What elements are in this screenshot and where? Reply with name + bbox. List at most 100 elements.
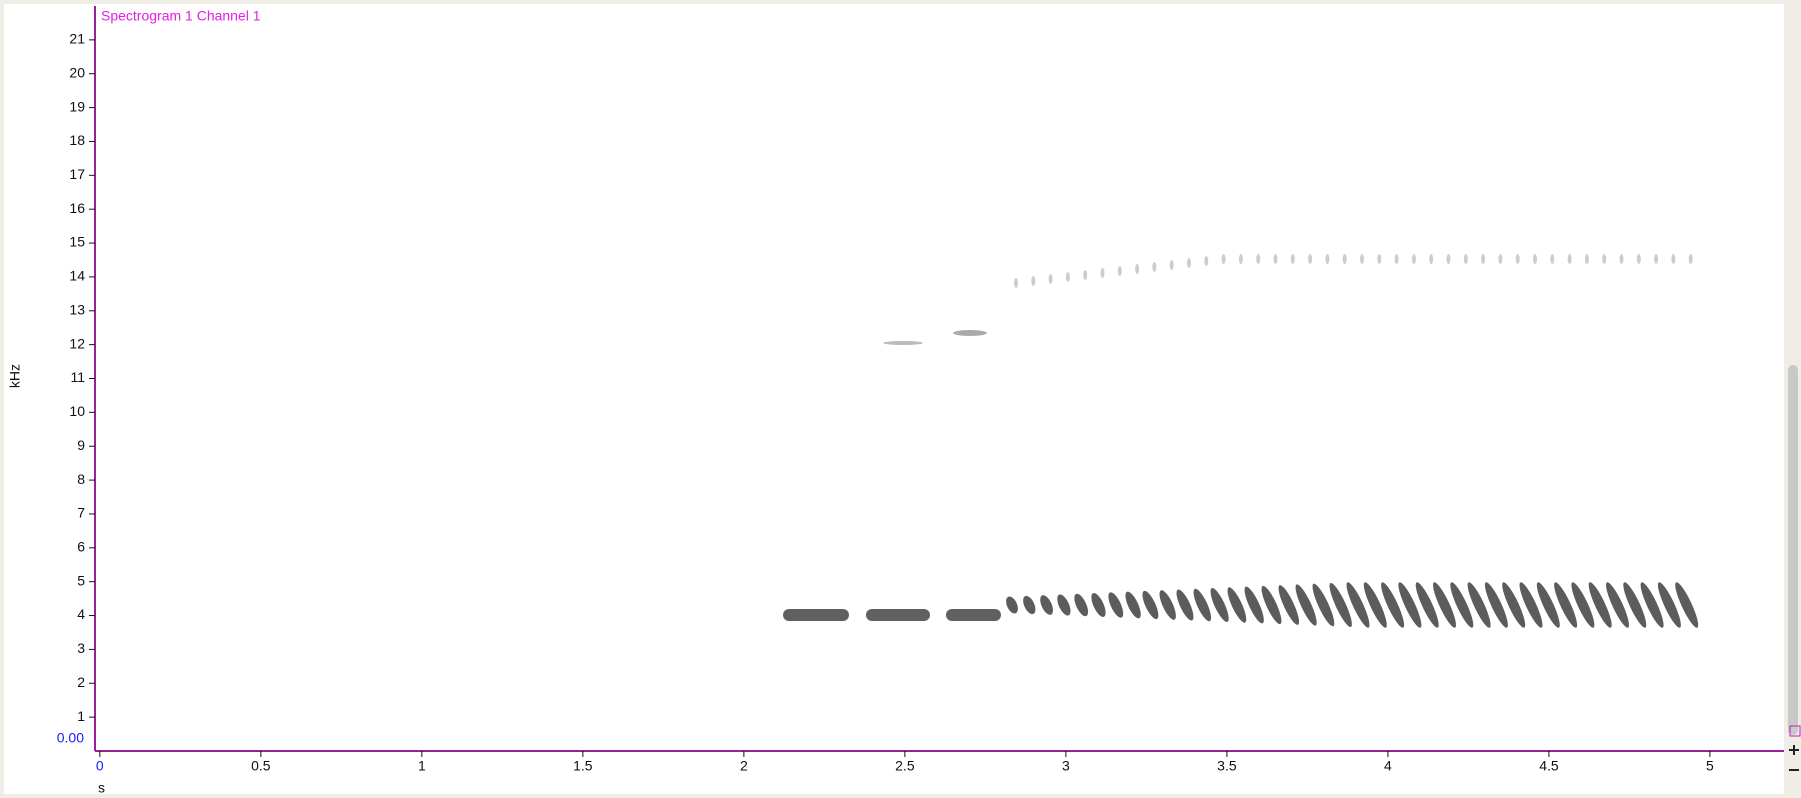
harmonic-blob [1204, 256, 1209, 266]
x-axis-label: s [98, 780, 105, 796]
trill-blob [1023, 595, 1036, 615]
x-tick-label: 3 [1062, 758, 1070, 774]
trill-blob [1363, 582, 1387, 628]
harmonic-blob [1031, 276, 1036, 286]
trill-blob [1091, 593, 1106, 617]
x-tick-label: 2 [740, 758, 748, 774]
harmonic-blob [1273, 254, 1278, 264]
trill-blob [1502, 582, 1526, 628]
harmonic-blob [1602, 254, 1607, 264]
x-tick-label: 5 [1706, 758, 1714, 774]
trill-blob [1657, 582, 1681, 628]
trill-blob [1295, 584, 1317, 626]
harmonic-blob [1325, 254, 1330, 264]
y-tick-label: 1 [77, 708, 85, 724]
harmonic-blob [1463, 254, 1468, 264]
trill-blob [1312, 583, 1335, 627]
harmonic-blob [1135, 264, 1140, 274]
note-blob [946, 609, 1001, 621]
harmonic-blob [1238, 254, 1243, 264]
harmonic-blob [1515, 254, 1520, 264]
trill-blob [1588, 582, 1612, 628]
harmonic-blob [1100, 268, 1105, 278]
y-tick-label: 12 [69, 335, 85, 351]
y-tick-label: 8 [77, 471, 85, 487]
y-tick-label: 20 [69, 64, 85, 80]
faint-blob [883, 341, 923, 345]
trill-blob [1571, 582, 1595, 628]
harmonic-blob [1498, 254, 1503, 264]
y-tick-label: 14 [69, 268, 85, 284]
trill-blob [1159, 590, 1176, 620]
trill-blob [1176, 589, 1194, 621]
trill-blob [1244, 586, 1264, 624]
harmonic-blob [1308, 254, 1313, 264]
x-tick-label: 0 [96, 758, 104, 774]
trill-blob [1381, 582, 1405, 628]
trill-blob [1261, 585, 1282, 625]
trill-blob [1606, 582, 1629, 628]
trill-blob [1623, 582, 1647, 628]
harmonic-blob [1169, 260, 1174, 270]
x-tick-label: 4.5 [1539, 758, 1559, 774]
harmonic-blob [1619, 254, 1624, 264]
y-tick-label: 15 [69, 234, 85, 250]
scroll-controls[interactable] [1788, 365, 1801, 771]
harmonic-blob [1221, 254, 1226, 264]
x-tick-label: 1 [418, 758, 426, 774]
y-tick-label: 9 [77, 437, 85, 453]
y-axis-label: kHz [7, 364, 23, 388]
y-tick-label: 19 [69, 98, 85, 114]
harmonic-blob [1083, 270, 1088, 280]
faint-blob [953, 330, 987, 336]
trill-blob [1210, 588, 1229, 622]
y-tick-label: 11 [70, 369, 85, 385]
note-blob [783, 609, 849, 621]
harmonic-blob [1688, 254, 1693, 264]
trill-blob [1227, 587, 1247, 623]
harmonic-blob [1360, 254, 1364, 264]
y-tick-label: 17 [69, 166, 85, 182]
trill-blob [1433, 582, 1456, 628]
trill-blob [1640, 582, 1664, 628]
trill-blob [1415, 582, 1439, 628]
y-tick-label: 18 [69, 132, 85, 148]
trill-blob [1142, 590, 1159, 620]
y-tick-label: 4 [77, 606, 85, 622]
chart-title: Spectrogram 1 Channel 1 [101, 8, 261, 24]
trill-blob [1675, 582, 1699, 628]
sound-energy [783, 254, 1699, 628]
x-tick-label: 1.5 [573, 758, 593, 774]
harmonic-blob [1342, 254, 1347, 264]
harmonic-blob [1152, 262, 1157, 272]
trill-blob [1536, 582, 1560, 628]
trill-blob [1074, 593, 1089, 617]
harmonic-blob [1654, 254, 1659, 264]
harmonic-blob [1065, 272, 1070, 282]
y-tick-label: 7 [77, 505, 85, 521]
x-tick-label: 3.5 [1217, 758, 1237, 774]
trill-blob [1278, 585, 1300, 625]
y-tick-label: 5 [77, 572, 85, 588]
harmonic-blob [1584, 254, 1589, 264]
y-readout: 0.00 [57, 730, 84, 746]
trill-blob [1450, 582, 1474, 628]
harmonic-blob [1394, 254, 1399, 264]
y-tick-label: 21 [69, 31, 85, 47]
harmonic-blob [1411, 254, 1416, 264]
harmonic-blob [1290, 254, 1295, 264]
harmonic-blob [1256, 254, 1261, 264]
harmonic-blob [1671, 254, 1676, 264]
trill-blob [1125, 591, 1141, 619]
trill-blob [1329, 582, 1352, 628]
trill-blob [1006, 596, 1018, 614]
scrollbar[interactable] [1788, 365, 1798, 735]
note-blob [866, 609, 930, 621]
harmonic-blob [1481, 254, 1486, 264]
trill-blob [1108, 592, 1124, 618]
y-tick-label: 10 [69, 403, 85, 419]
zoom-box[interactable] [1789, 725, 1801, 737]
trill-blob [1554, 582, 1578, 628]
